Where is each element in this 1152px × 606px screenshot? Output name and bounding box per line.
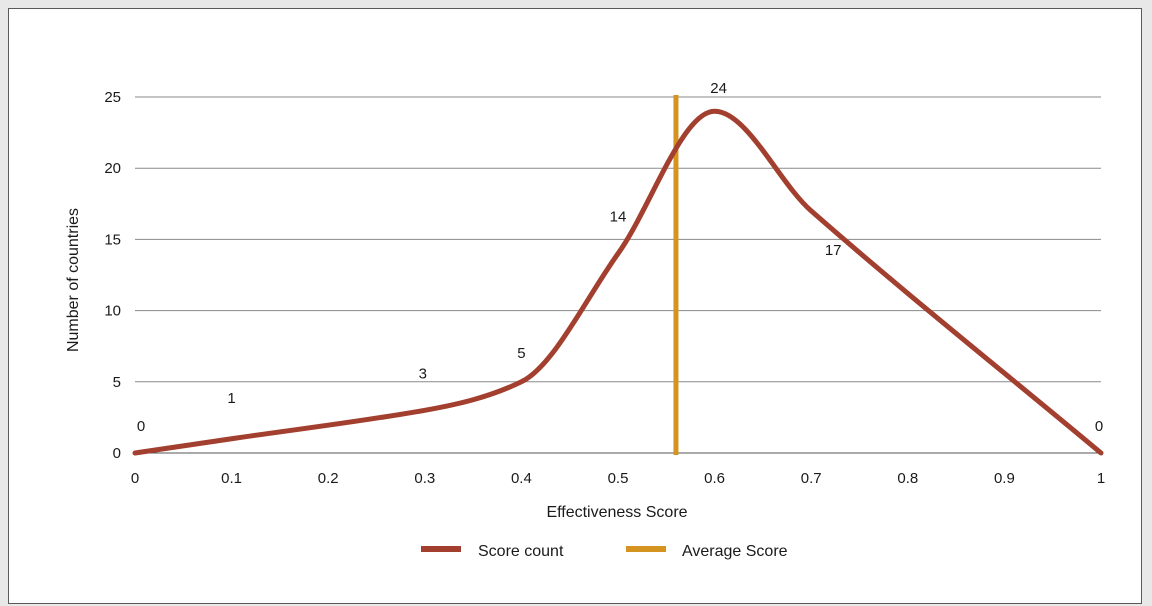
legend-swatch-score-count: [421, 546, 461, 552]
legend-label-score-count: Score count: [478, 543, 564, 560]
x-tick-label: 0.4: [511, 470, 532, 487]
data-label: 0: [137, 418, 145, 435]
legend-swatch-average-score: [626, 546, 666, 552]
data-label: 1: [227, 390, 235, 407]
legend: Score count Average Score: [421, 543, 788, 560]
x-tick-label: 0.9: [994, 470, 1015, 487]
y-tick-labels: 0 5 10 15 20 25: [104, 89, 121, 462]
data-label: 5: [517, 345, 525, 362]
legend-label-average-score: Average Score: [682, 543, 788, 560]
x-tick-label: 0.8: [897, 470, 918, 487]
y-axis-title: Number of countries: [65, 208, 82, 352]
x-tick-label: 0.7: [801, 470, 822, 487]
data-label: 17: [825, 242, 842, 259]
score-count-line: [132, 108, 1104, 456]
x-tick-label: 0.3: [414, 470, 435, 487]
x-axis-title: Effectiveness Score: [546, 504, 687, 521]
x-tick-labels: 0 0.1 0.2 0.3 0.4 0.5 0.6 0.7 0.8 0.9 1: [131, 470, 1105, 487]
data-label: 0: [1095, 418, 1103, 435]
x-tick-label: 0.1: [221, 470, 242, 487]
y-tick-label: 5: [113, 374, 121, 391]
data-label: 3: [419, 365, 427, 382]
x-tick-label: 0.2: [318, 470, 339, 487]
y-tick-label: 0: [113, 445, 121, 462]
data-label: 14: [610, 209, 627, 226]
y-tick-label: 15: [104, 231, 121, 248]
x-tick-label: 0.6: [704, 470, 725, 487]
y-tick-label: 10: [104, 303, 121, 320]
y-tick-label: 25: [104, 89, 121, 106]
series-layer: [132, 95, 1104, 456]
chart-frame: [8, 8, 1142, 604]
gridlines: [135, 96, 1101, 454]
data-label: 24: [710, 80, 727, 97]
x-tick-label: 0: [131, 470, 139, 487]
y-tick-label: 20: [104, 160, 121, 177]
data-labels: 0 1 3 5 14 24 17 0: [137, 80, 1103, 435]
x-tick-label: 0.5: [608, 470, 629, 487]
x-tick-label: 1: [1097, 470, 1105, 487]
